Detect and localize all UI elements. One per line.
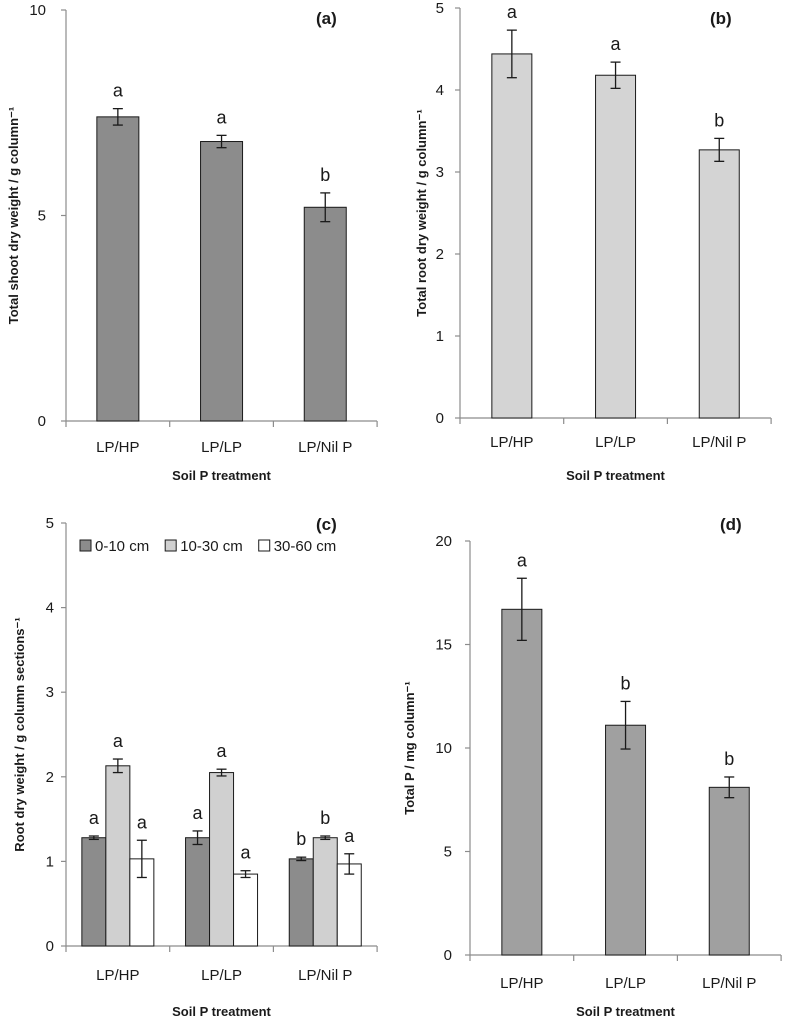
significance-letter: a bbox=[517, 550, 528, 570]
x-tick-label: LP/LP bbox=[201, 967, 242, 984]
y-tick-label: 15 bbox=[435, 637, 452, 654]
x-tick-label: LP/LP bbox=[595, 434, 636, 451]
significance-letter: a bbox=[113, 81, 124, 101]
panel-d: 0 5 10 15 20 LP/HP LP/LP LP/Nil P Soil P treatme… bbox=[402, 515, 782, 1019]
bar bbox=[312, 837, 338, 947]
x-tick-label: LP/Nil P bbox=[692, 434, 746, 451]
y-tick-label: 20 bbox=[435, 533, 452, 550]
significance-letter: a bbox=[193, 803, 204, 823]
y-axis-title: Root dry weight / g column sections⁻¹ bbox=[12, 617, 27, 851]
significance-letter: a bbox=[507, 2, 518, 22]
y-tick-label: 1 bbox=[436, 328, 444, 345]
bar bbox=[233, 873, 259, 947]
panel-b: 0 1 2 3 4 5 LP/HP LP/LP LP/Nil P Soil P treatment… bbox=[414, 0, 772, 483]
bar bbox=[209, 772, 235, 947]
legend-swatch bbox=[258, 539, 271, 552]
y-tick-label: 2 bbox=[436, 246, 444, 263]
y-tick-label: 4 bbox=[46, 600, 54, 617]
significance-letter: b bbox=[296, 829, 306, 849]
x-axis-title: Soil P treatment bbox=[566, 468, 665, 483]
bar bbox=[288, 858, 314, 947]
panel-label: (c) bbox=[316, 515, 337, 534]
legend-entry: 30-60 cm bbox=[274, 538, 337, 555]
y-tick-label: 2 bbox=[46, 769, 54, 786]
significance-letter: a bbox=[217, 107, 228, 127]
bar bbox=[303, 206, 347, 422]
x-tick-label: LP/Nil P bbox=[298, 967, 352, 984]
y-tick-label: 1 bbox=[46, 853, 54, 870]
x-tick-label: LP/LP bbox=[605, 975, 646, 992]
y-tick-label: 5 bbox=[444, 844, 452, 861]
bar bbox=[81, 837, 107, 947]
panel-a: 0 5 10 LP/HP LP/LP LP/Nil P Soil P treatment To… bbox=[6, 2, 378, 483]
bar bbox=[605, 724, 647, 956]
bar bbox=[501, 608, 543, 956]
significance-letter: b bbox=[724, 749, 734, 769]
x-tick-label: LP/LP bbox=[201, 439, 242, 456]
significance-letter: a bbox=[89, 808, 100, 828]
significance-letter: a bbox=[137, 812, 148, 832]
significance-letter: a bbox=[113, 731, 124, 751]
x-tick-label: LP/Nil P bbox=[298, 439, 352, 456]
legend-entry: 10-30 cm bbox=[180, 538, 243, 555]
y-tick-label: 3 bbox=[46, 684, 54, 701]
y-tick-label: 5 bbox=[436, 0, 444, 17]
y-tick-label: 0 bbox=[436, 410, 444, 427]
y-tick-label: 4 bbox=[436, 82, 444, 99]
legend-swatch bbox=[164, 539, 177, 552]
y-axis-title: Total shoot dry weight / g column⁻¹ bbox=[6, 107, 21, 325]
significance-letter: a bbox=[241, 843, 252, 863]
x-tick-label: LP/HP bbox=[96, 967, 139, 984]
bar bbox=[595, 74, 637, 419]
y-tick-label: 5 bbox=[46, 515, 54, 532]
panel-label: (d) bbox=[720, 515, 742, 534]
x-axis-title: Soil P treatment bbox=[172, 468, 271, 483]
x-axis-title: Soil P treatment bbox=[172, 1004, 271, 1019]
legend-swatch bbox=[79, 539, 92, 552]
y-tick-label: 0 bbox=[444, 947, 452, 964]
y-tick-label: 5 bbox=[38, 208, 46, 225]
bar bbox=[491, 53, 533, 419]
y-tick-label: 0 bbox=[46, 938, 54, 955]
legend-entry: 0-10 cm bbox=[95, 538, 149, 555]
x-tick-label: LP/HP bbox=[490, 434, 533, 451]
bar bbox=[708, 786, 750, 956]
panel-label: (a) bbox=[316, 9, 337, 28]
bar bbox=[185, 837, 211, 947]
significance-letter: a bbox=[344, 826, 355, 846]
bar bbox=[105, 765, 131, 947]
x-tick-label: LP/Nil P bbox=[702, 975, 756, 992]
y-tick-label: 3 bbox=[436, 164, 444, 181]
bar bbox=[200, 141, 244, 422]
y-axis-title: Total P / mg column⁻¹ bbox=[402, 681, 417, 815]
x-tick-label: LP/HP bbox=[500, 975, 543, 992]
significance-letter: b bbox=[621, 673, 631, 693]
panel-label: (b) bbox=[710, 9, 732, 28]
x-tick-label: LP/HP bbox=[96, 439, 139, 456]
bar bbox=[698, 149, 740, 419]
y-tick-label: 10 bbox=[435, 740, 452, 757]
x-axis-title: Soil P treatment bbox=[576, 1004, 675, 1019]
y-axis-title: Total root dry weight / g column⁻¹ bbox=[414, 109, 429, 316]
y-tick-label: 10 bbox=[29, 2, 46, 19]
panel-c: 0 1 2 3 4 5 LP/HP LP/LP LP/Nil P Soil P treatment… bbox=[12, 515, 378, 1019]
bar bbox=[336, 863, 362, 947]
y-tick-label: 0 bbox=[38, 413, 46, 430]
bar bbox=[96, 116, 140, 422]
significance-letter: b bbox=[320, 808, 330, 828]
significance-letter: a bbox=[217, 741, 228, 761]
significance-letter: b bbox=[714, 110, 724, 130]
significance-letter: a bbox=[611, 34, 622, 54]
significance-letter: b bbox=[320, 165, 330, 185]
